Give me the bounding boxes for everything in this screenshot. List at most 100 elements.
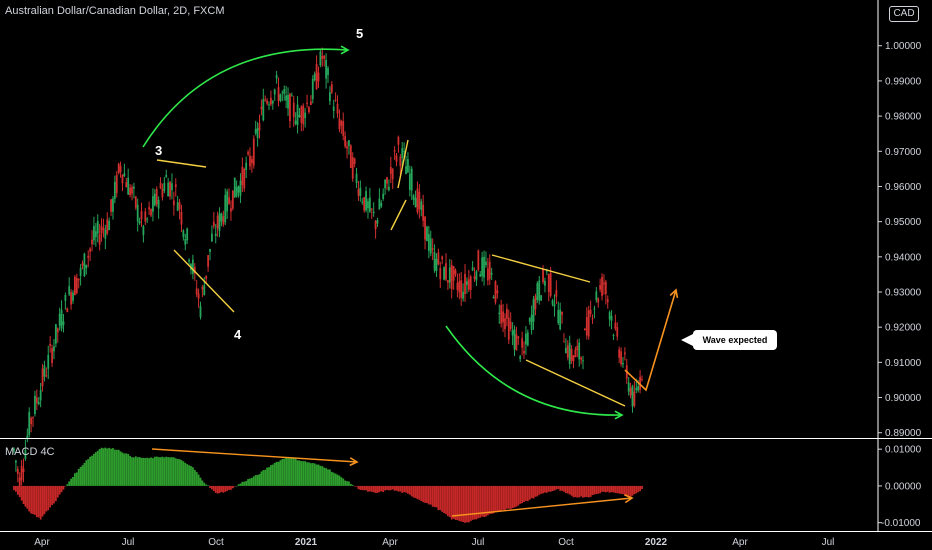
candle-body (20, 465, 23, 481)
macd-bar (445, 485, 447, 515)
candle-body (279, 94, 282, 101)
candle-body (262, 99, 265, 121)
macd-bar (85, 460, 88, 486)
candle-body (604, 281, 607, 295)
candle-body (142, 226, 145, 235)
candle-body (551, 300, 554, 305)
candle-body (182, 230, 185, 238)
candle-body (212, 221, 215, 227)
candle-body (315, 64, 318, 90)
macd-bar (530, 485, 533, 499)
candle-body (340, 120, 343, 126)
candle-body (424, 216, 426, 240)
macd-bar (479, 485, 482, 518)
candle-body (473, 276, 476, 280)
pattern-line (397, 139, 409, 189)
candle-body (584, 328, 586, 331)
currency-badge[interactable]: CAD (889, 6, 919, 22)
candle-body (24, 449, 27, 459)
candle-body (614, 322, 617, 329)
candle-body (410, 168, 413, 191)
macd-bar (228, 485, 230, 490)
macd-bar (317, 464, 320, 486)
candle-body (572, 355, 575, 362)
macd-divergence-upper-arrowhead (349, 457, 359, 467)
candle-body (633, 391, 636, 406)
y-tick-label: 0.90000 (885, 393, 922, 404)
macd-bar (401, 485, 404, 493)
macd-bar (290, 457, 293, 486)
candle-body (526, 332, 529, 346)
candle-body (43, 365, 46, 377)
macd-bar (610, 485, 613, 493)
macd-bar (212, 485, 215, 491)
macd-bar (231, 485, 234, 489)
macd-bar (452, 485, 455, 519)
candle-body (557, 310, 560, 323)
macd-bar (431, 485, 434, 507)
pattern-line (156, 159, 207, 168)
candle-body (456, 282, 459, 290)
macd-bar (142, 457, 145, 486)
macd-bar (424, 485, 426, 503)
y-tick-label: 0.99000 (885, 76, 922, 87)
candle-body (479, 274, 482, 277)
macd-bar (477, 485, 480, 519)
macd-bar (43, 485, 46, 515)
candle-body (309, 101, 312, 105)
candle-body (98, 234, 101, 245)
candle-body (28, 412, 31, 435)
macd-bar (397, 485, 400, 492)
macd-bar (622, 485, 624, 495)
candle-body (538, 280, 541, 301)
candle-body (41, 368, 44, 387)
macd-bar (68, 481, 71, 486)
macd-bar (544, 485, 546, 493)
macd-bar (152, 458, 154, 486)
macd-bar (163, 457, 166, 486)
candle-body (420, 201, 423, 211)
candle-body (193, 266, 196, 274)
macd-bar (420, 485, 423, 502)
macd-bar (561, 485, 563, 491)
candle-body (264, 99, 267, 101)
macd-bar (502, 485, 504, 510)
candle-body (401, 148, 404, 158)
macd-bar (22, 485, 25, 505)
candle-body (228, 197, 230, 204)
macd-bar (20, 485, 23, 501)
macd-bar (58, 485, 61, 495)
macd-bar (275, 461, 278, 486)
macd-bar (157, 457, 160, 486)
macd-bar (94, 452, 97, 486)
macd-bar (353, 485, 356, 487)
macd-bar (604, 485, 607, 493)
candle-body (239, 180, 242, 196)
macd-bar (460, 485, 463, 522)
macd-bar (641, 485, 643, 490)
macd-bar (298, 460, 301, 486)
candle-body (599, 285, 602, 290)
macd-bar (336, 474, 339, 486)
candle-body (209, 248, 211, 252)
macd-bar (60, 485, 63, 493)
pattern-line (173, 249, 235, 313)
candle-body (35, 397, 38, 404)
y-tick-label: 0.95000 (885, 217, 922, 228)
macd-bar (268, 467, 270, 486)
macd-bar (106, 448, 109, 486)
macd-bar (614, 485, 617, 493)
macd-bar (348, 481, 350, 486)
candle-body (559, 309, 562, 330)
macd-divergence-upper (151, 448, 358, 463)
candle-body (334, 99, 337, 101)
candle-body (346, 146, 348, 149)
candle-body (414, 197, 417, 208)
macd-bar (403, 485, 406, 493)
macd-bar (496, 485, 499, 513)
candle-body (235, 186, 238, 197)
macd-bar (532, 485, 535, 499)
candle-body (32, 417, 34, 419)
macd-bar (338, 475, 341, 486)
